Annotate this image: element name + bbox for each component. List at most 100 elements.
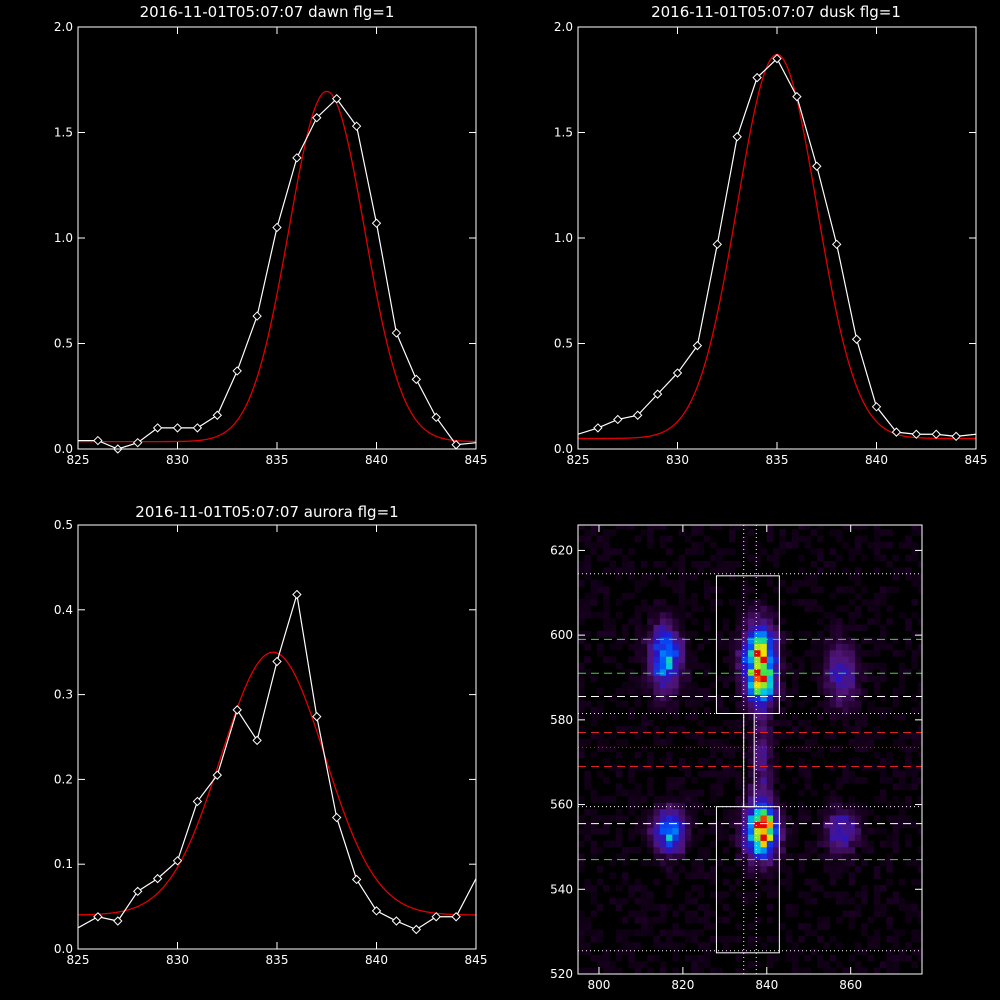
heatmap-cell: [596, 745, 604, 752]
heatmap-cell: [754, 783, 761, 791]
heatmap-cell: [823, 891, 830, 899]
heatmap-cell: [854, 700, 862, 708]
heatmap-cell: [703, 770, 711, 778]
heatmap-cell: [741, 688, 749, 695]
heatmap-cell: [603, 827, 610, 835]
heatmap-cell: [842, 815, 849, 822]
heatmap-cell: [672, 834, 679, 841]
heatmap-cell: [810, 885, 818, 892]
data-point: [232, 366, 242, 376]
heatmap-cell: [760, 764, 768, 771]
heatmap-cell: [647, 783, 654, 791]
heatmap-cell: [911, 948, 919, 956]
heatmap-cell: [615, 783, 623, 791]
heatmap-cell: [747, 872, 755, 879]
heatmap-cell: [905, 859, 912, 867]
heatmap-cell: [760, 942, 768, 949]
heatmap-cell: [691, 777, 698, 784]
heatmap-cell: [678, 580, 686, 587]
heatmap-cell: [917, 586, 922, 594]
heatmap-cell: [754, 681, 761, 689]
heatmap-cell: [722, 770, 730, 778]
heatmap-cell: [628, 827, 635, 835]
heatmap-cell: [905, 834, 912, 841]
heatmap-cell: [735, 859, 742, 867]
heatmap-cell: [917, 529, 922, 536]
heatmap-cell: [741, 777, 749, 784]
heatmap-cell: [685, 573, 692, 581]
heatmap-cell: [842, 567, 849, 575]
heatmap-cell: [804, 535, 812, 543]
heatmap-cell: [609, 796, 617, 803]
heatmap-cell: [685, 662, 692, 670]
heatmap-cell: [640, 599, 648, 606]
heatmap-cell: [854, 580, 862, 587]
heatmap-cell: [754, 554, 761, 562]
heatmap-cell: [628, 643, 635, 651]
heatmap-cell: [911, 935, 919, 943]
heatmap-cell: [634, 630, 642, 638]
heatmap-cell: [590, 954, 598, 962]
heatmap-cell: [804, 694, 812, 702]
heatmap-cell: [760, 548, 768, 555]
heatmap-cell: [917, 764, 922, 771]
heatmap-cell: [596, 713, 604, 721]
heatmap-cell: [760, 770, 768, 778]
heatmap-cell: [640, 859, 648, 867]
heatmap-cell: [766, 618, 774, 625]
heatmap-cell: [729, 910, 736, 918]
heatmap-cell: [678, 694, 686, 702]
heatmap-cell: [898, 948, 906, 956]
heatmap-cell: [722, 808, 730, 816]
heatmap-cell: [747, 713, 755, 721]
heatmap-cell: [792, 834, 799, 841]
heatmap-cell: [836, 821, 843, 829]
heatmap-cell: [691, 599, 698, 606]
heatmap-cell: [848, 770, 856, 778]
heatmap-cell: [653, 656, 661, 663]
heatmap-cell: [741, 719, 749, 727]
heatmap-cell: [659, 580, 667, 587]
heatmap-cell: [854, 675, 862, 683]
heatmap-cell: [697, 961, 705, 968]
heatmap-cell: [917, 948, 922, 956]
heatmap-cell: [810, 548, 818, 555]
heatmap-cell: [829, 821, 837, 829]
heatmap-cell: [905, 669, 912, 676]
heatmap-cell: [911, 694, 919, 702]
heatmap-cell: [873, 618, 881, 625]
heatmap-cell: [766, 643, 774, 651]
data-point: [772, 53, 782, 64]
heatmap-cell: [817, 656, 824, 663]
heatmap-cell: [584, 942, 591, 949]
heatmap-cell: [622, 942, 629, 949]
heatmap-cell: [685, 834, 692, 841]
heatmap-cell: [892, 834, 900, 841]
data-point: [951, 431, 961, 442]
heatmap-cell: [754, 707, 761, 714]
heatmap-cell: [603, 948, 610, 956]
heatmap-cell: [584, 834, 591, 841]
heatmap-cell: [829, 891, 837, 899]
heatmap-cell: [747, 599, 755, 606]
y-tick-label: 0.2: [54, 772, 73, 786]
heatmap-cell: [578, 796, 585, 803]
heatmap-cell: [747, 796, 755, 803]
heatmap-cell: [848, 669, 856, 676]
heatmap-cell: [653, 738, 661, 746]
heatmap-cell: [754, 719, 761, 727]
heatmap-cell: [836, 872, 843, 879]
chart-title-aurora: 2016-11-01T05:07:07 aurora flg=1: [135, 503, 398, 521]
heatmap-cell: [578, 707, 585, 714]
heatmap-cell: [640, 796, 648, 803]
heatmap-cell: [697, 561, 705, 568]
heatmap-cell: [710, 726, 717, 733]
heatmap-cell: [779, 834, 786, 841]
heatmap-cell: [854, 611, 862, 619]
heatmap-cell: [722, 643, 730, 651]
heatmap-cell: [716, 758, 723, 765]
heatmap-cell: [880, 904, 887, 911]
heatmap-cell: [773, 656, 780, 663]
heatmap-cell: [716, 554, 723, 562]
heatmap-cell: [760, 599, 768, 606]
